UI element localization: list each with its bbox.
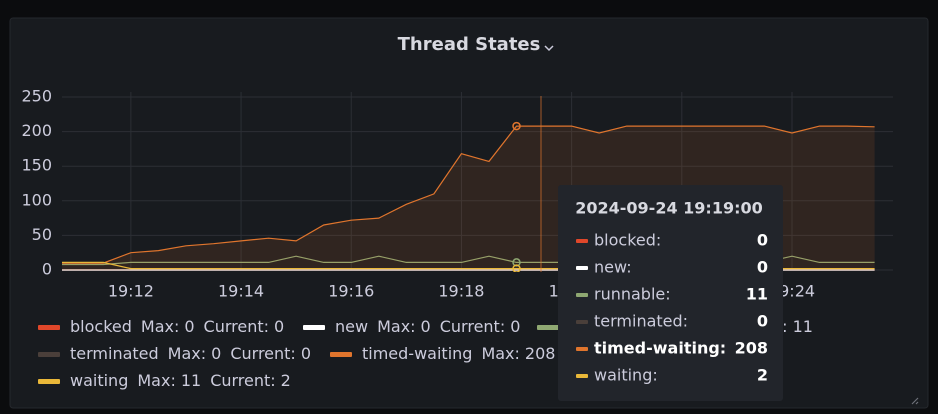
tooltip-swatch bbox=[576, 347, 588, 351]
legend-text: 0 bbox=[421, 317, 431, 336]
tooltip: 2024-09-24 19:19:00 blocked: 0 new: 0 runnab… bbox=[558, 185, 783, 401]
legend-text: Max: bbox=[168, 344, 206, 363]
tooltip-value: 208 bbox=[735, 339, 768, 358]
legend-text: 0 bbox=[211, 344, 221, 363]
legend-swatch bbox=[38, 325, 60, 330]
tooltip-value: 0 bbox=[757, 312, 768, 331]
tooltip-value: 0 bbox=[757, 231, 768, 250]
legend-text: 0 bbox=[184, 317, 194, 336]
legend-text: Current: bbox=[440, 317, 505, 336]
legend-swatch bbox=[537, 325, 559, 330]
legend-text: 0 bbox=[510, 317, 520, 336]
legend-text: 0 bbox=[274, 317, 284, 336]
tooltip-background bbox=[558, 185, 783, 401]
legend-text: Current: bbox=[210, 371, 275, 390]
legend-entry: terminated Max: 0 Current: 0 bbox=[70, 344, 311, 363]
tooltip-series-name: blocked: bbox=[594, 231, 661, 250]
legend-text: terminated bbox=[70, 344, 159, 363]
legend-entry: waiting Max: 11 Current: 2 bbox=[70, 371, 291, 390]
tooltip-swatch bbox=[576, 320, 588, 324]
y-tick-label: 250 bbox=[21, 87, 52, 106]
legend-text: Max: bbox=[141, 317, 179, 336]
tooltip-series-name: timed-waiting: bbox=[594, 339, 726, 358]
hover-point bbox=[512, 264, 521, 272]
resize-handle[interactable] bbox=[911, 397, 919, 405]
tooltip-value: 11 bbox=[746, 285, 768, 304]
tooltip-series-name: new: bbox=[594, 258, 632, 277]
title-chevron[interactable] bbox=[544, 45, 554, 52]
legend-swatch bbox=[330, 352, 352, 357]
legend-text: blocked bbox=[70, 317, 132, 336]
legend-text: Max: bbox=[481, 344, 519, 363]
legend-entry: blocked Max: 0 Current: 0 bbox=[70, 317, 284, 336]
legend-text: 2 bbox=[281, 371, 291, 390]
series-line bbox=[62, 125, 875, 264]
tooltip-series-name: waiting: bbox=[594, 366, 658, 385]
legend-text: Current: bbox=[230, 344, 295, 363]
tooltip-swatch bbox=[576, 266, 588, 270]
legend-text: 0 bbox=[301, 344, 311, 363]
tooltip-value: 2 bbox=[757, 366, 768, 385]
legend-text: 11 bbox=[181, 371, 201, 390]
legend-text: Current: bbox=[204, 317, 269, 336]
y-tick-label: 100 bbox=[21, 190, 52, 209]
tooltip-swatch bbox=[576, 293, 588, 297]
legend-swatch bbox=[303, 325, 325, 330]
legend-swatch bbox=[38, 352, 60, 357]
y-tick-label: 200 bbox=[21, 121, 52, 140]
y-tick-label: 150 bbox=[21, 156, 52, 175]
x-tick-label: 19:18 bbox=[438, 282, 484, 301]
legend-text: Max: bbox=[137, 371, 175, 390]
tooltip-series-name: runnable: bbox=[594, 285, 671, 304]
legend-text: Max: bbox=[377, 317, 415, 336]
panel-title[interactable]: Thread States bbox=[398, 34, 541, 55]
tooltip-swatch bbox=[576, 239, 588, 243]
y-tick-label: 0 bbox=[42, 260, 52, 279]
legend-text: 11 bbox=[793, 317, 813, 336]
y-tick-label: 50 bbox=[32, 225, 52, 244]
legend-text: 208 bbox=[525, 344, 556, 363]
tooltip-time: 2024-09-24 19:19:00 bbox=[575, 199, 763, 218]
x-tick-label: 19:12 bbox=[108, 282, 154, 301]
hover-point bbox=[512, 121, 521, 131]
hover-point bbox=[512, 258, 521, 267]
tooltip-value: 0 bbox=[757, 258, 768, 277]
legend-text: waiting bbox=[70, 371, 128, 390]
x-tick-label: 19:14 bbox=[218, 282, 264, 301]
legend-text: new bbox=[335, 317, 368, 336]
tooltip-series-name: terminated: bbox=[594, 312, 688, 331]
legend-entry: new Max: 0 Current: 0 bbox=[335, 317, 520, 336]
legend-text: timed-waiting bbox=[362, 344, 472, 363]
tooltip-swatch bbox=[576, 374, 588, 378]
legend-swatch bbox=[38, 379, 60, 384]
x-tick-label: 19:16 bbox=[328, 282, 374, 301]
